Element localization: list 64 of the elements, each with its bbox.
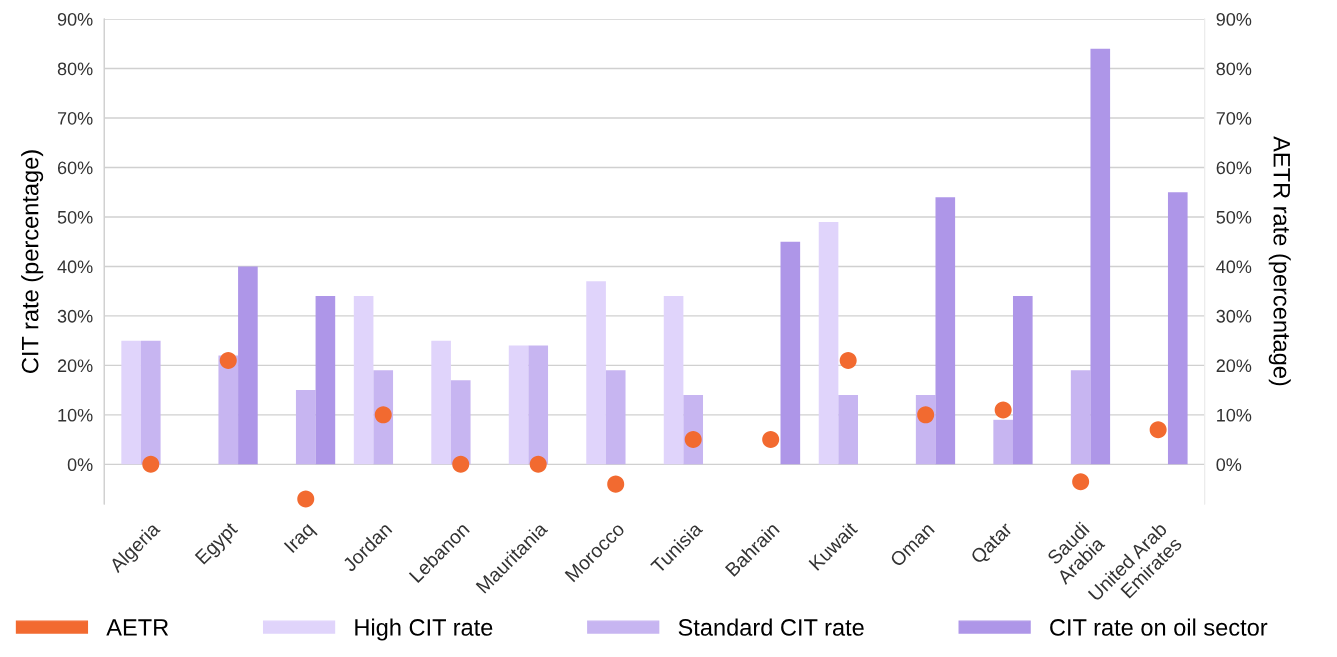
y-tick-label: 80% [57,62,93,76]
legend-label: High CIT rate [355,618,493,641]
point [684,431,702,449]
bar [935,197,956,465]
bar [1070,370,1091,465]
y-tick-label: 30% [57,309,93,323]
y-tick-label: 90% [57,12,93,26]
point [142,455,160,473]
bar [295,390,316,465]
point [994,401,1012,419]
legend-label: AETR [106,619,169,636]
point [762,431,780,449]
bar [1167,192,1188,465]
y-tick-label: 60% [57,161,93,175]
point [452,455,470,473]
y2-tick-label: 30% [1216,309,1252,323]
y-tick-label: 10% [58,408,93,422]
legend-label: CIT rate on oil sector [1050,618,1268,636]
point [219,351,237,369]
y-axis-title: CIT rate (percentage) [21,150,44,373]
bar [1090,48,1111,465]
bar [431,340,451,465]
point [374,406,392,424]
bar [140,340,161,465]
y2-tick-label: 40% [1216,260,1252,274]
y-tick-label: 0% [67,458,93,472]
bar [993,419,1013,465]
y2-tick-label: 60% [1216,161,1252,175]
bar [450,380,471,465]
bar [121,340,141,465]
bar [353,296,374,465]
y-tick-label: 20% [57,359,93,373]
point [917,406,935,424]
bar [238,266,258,465]
y2-tick-label: 70% [1216,111,1252,125]
legend-label: Standard CIT rate [678,618,864,636]
y2-tick-label: 0% [1216,458,1242,472]
point [1072,473,1090,491]
bar [663,296,684,465]
point [839,351,857,369]
x-tick-label: Iraq [283,521,318,556]
bar [586,281,606,465]
y2-tick-label: 50% [1216,210,1252,224]
bar [1012,296,1033,465]
y2-tick-label: 10% [1217,408,1252,422]
point [607,475,625,493]
y2-tick-label: 90% [1216,12,1252,26]
bar [528,345,549,465]
y2-axis-title: AETR rate (percentage) [1268,136,1291,386]
bar [838,395,858,465]
y2-tick-label: 80% [1216,62,1252,76]
bar [818,221,839,465]
bar [605,370,626,465]
point [1149,421,1167,439]
point [529,455,547,473]
bar [218,355,239,465]
bar [780,241,801,465]
point [297,490,315,508]
y2-tick-label: 20% [1216,359,1252,373]
y-tick-label: 40% [57,260,93,274]
y-tick-label: 50% [57,210,93,224]
bar [315,296,336,465]
y-tick-label: 70% [57,111,93,125]
bar [508,345,529,465]
